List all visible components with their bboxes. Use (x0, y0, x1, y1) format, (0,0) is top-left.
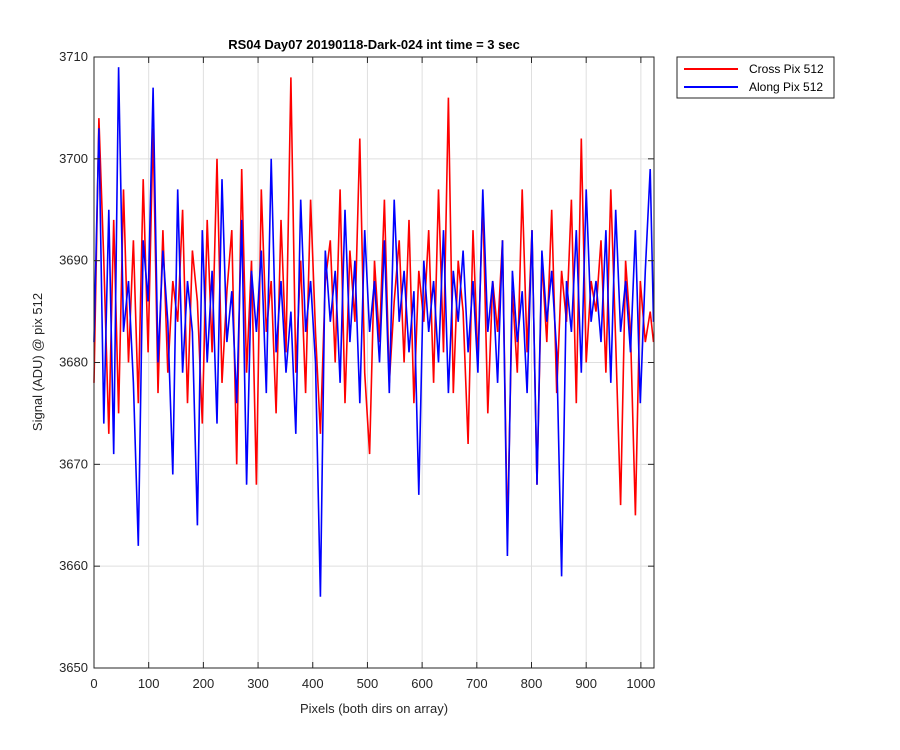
x-tick-label: 700 (466, 676, 488, 691)
series-line-cross-pix (93, 77, 655, 536)
x-tick-label: 400 (302, 676, 324, 691)
y-tick-label: 3650 (59, 660, 88, 675)
chart-title: RS04 Day07 20190118-Dark-024 int time = … (228, 37, 520, 52)
y-axis-label: Signal (ADU) @ pix 512 (30, 293, 45, 431)
legend: Cross Pix 512 Along Pix 512 (676, 56, 835, 99)
y-tick-label: 3660 (59, 558, 88, 573)
y-tick-label: 3670 (59, 456, 88, 471)
y-tick-label: 3700 (59, 151, 88, 166)
x-tick-label: 900 (575, 676, 597, 691)
x-tick-label: 600 (411, 676, 433, 691)
legend-box (676, 56, 835, 99)
x-tick-label: 100 (138, 676, 160, 691)
x-tick-label: 500 (357, 676, 379, 691)
legend-label-along: Along Pix 512 (749, 80, 823, 94)
y-tick-label: 3680 (59, 355, 88, 370)
legend-label-cross: Cross Pix 512 (749, 62, 824, 76)
x-tick-label: 1000 (626, 676, 655, 691)
x-tick-label: 200 (193, 676, 215, 691)
x-tick-label: 0 (90, 676, 97, 691)
series-lines (93, 67, 655, 597)
x-tick-label: 800 (521, 676, 543, 691)
x-tick-label: 300 (247, 676, 269, 691)
y-tick-label: 3690 (59, 253, 88, 268)
axis-ticks: 0 100 200 300 400 500 600 700 800 900 1000 3650 3660… (59, 49, 655, 691)
series-line-along-pix (93, 67, 655, 597)
x-axis-label: Pixels (both dirs on array) (300, 701, 448, 716)
y-tick-label: 3710 (59, 49, 88, 64)
